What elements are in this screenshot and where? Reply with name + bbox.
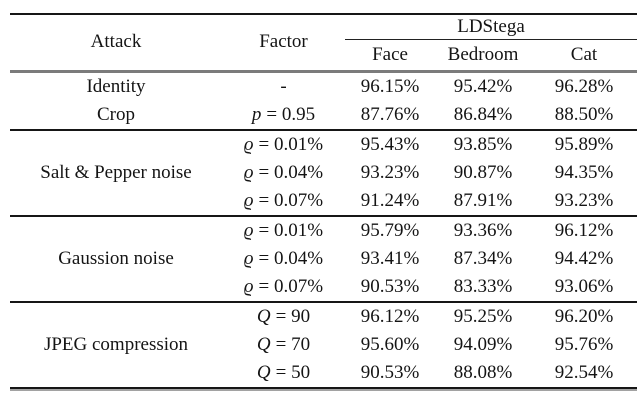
factor-symbol: ϱ xyxy=(243,133,254,155)
table-row: ϱ = 0.07% 90.53% 83.33% 93.06% xyxy=(10,273,637,302)
factor-value: = 70 xyxy=(275,333,311,355)
value-cell-face: 91.24% xyxy=(360,189,420,211)
value-cell-bedroom: 86.84% xyxy=(453,103,513,125)
factor-cell: ϱ = 0.04% xyxy=(222,159,345,187)
factor-symbol: ϱ xyxy=(243,161,254,183)
factor-cell: Q = 50 xyxy=(222,359,345,388)
factor-value: = 0.95 xyxy=(266,103,316,125)
value-cell-cat: 96.28% xyxy=(554,75,614,97)
value-cell-cat: 94.35% xyxy=(554,161,614,183)
factor-symbol: Q xyxy=(256,361,271,383)
attack-cell: Crop xyxy=(97,103,135,125)
value-cell-cat: 92.54% xyxy=(554,361,614,383)
factor-cell: - xyxy=(222,72,345,102)
value-cell-cat: 93.06% xyxy=(554,275,614,297)
value-cell-bedroom: 87.91% xyxy=(453,189,513,211)
factor-value: = 0.04% xyxy=(258,161,324,183)
factor-value: - xyxy=(280,75,287,97)
group-identity-crop: Identity - 96.15% 95.42% 96.28% Crop p = … xyxy=(10,72,637,131)
group-gaussion-noise: Gaussion noise ϱ = 0.01% 95.79% 93.36% 96… xyxy=(10,216,637,302)
group-salt-pepper-noise: Salt & Pepper noise ϱ = 0.01% 95.43% 93.8… xyxy=(10,130,637,216)
value-cell-face: 93.23% xyxy=(360,161,420,183)
value-cell-face: 95.43% xyxy=(360,133,420,155)
col-header-factor: Factor xyxy=(259,31,308,53)
value-cell-face: 90.53% xyxy=(360,361,420,383)
value-cell-face: 87.76% xyxy=(360,103,420,125)
value-cell-bedroom: 95.25% xyxy=(453,305,513,327)
value-cell-bedroom: 93.36% xyxy=(453,219,513,241)
factor-symbol: ϱ xyxy=(243,247,254,269)
factor-value: = 0.07% xyxy=(258,189,324,211)
table-row: ϱ = 0.04% 93.23% 90.87% 94.35% xyxy=(10,159,637,187)
factor-symbol: Q xyxy=(256,305,271,327)
table-row: Identity - 96.15% 95.42% 96.28% xyxy=(10,72,637,102)
table-header: Attack Factor LDStega Face Bedroom Cat xyxy=(10,14,637,72)
value-cell-cat: 95.89% xyxy=(554,133,614,155)
factor-symbol: ϱ xyxy=(243,219,254,241)
factor-symbol: Q xyxy=(256,333,271,355)
factor-cell: ϱ = 0.01% xyxy=(222,130,345,159)
col-header-bedroom: Bedroom xyxy=(447,43,519,65)
col-header-cat: Cat xyxy=(570,43,598,65)
table-row: Salt & Pepper noise ϱ = 0.01% 95.43% 93.8… xyxy=(10,130,637,183)
attack-cell: Gaussion noise xyxy=(58,247,174,269)
table-row: Crop p = 0.95 87.76% 86.84% 88.50% xyxy=(10,101,637,130)
group-jpeg-compression: JPEG compression Q = 90 96.12% 95.25% 96.… xyxy=(10,302,637,388)
factor-value: = 0.01% xyxy=(258,219,324,241)
table-row: Gaussion noise ϱ = 0.01% 95.79% 93.36% 96… xyxy=(10,216,637,269)
value-cell-bedroom: 88.08% xyxy=(453,361,513,383)
factor-cell: Q = 70 xyxy=(222,331,345,359)
col-header-face: Face xyxy=(372,43,408,65)
factor-cell: Q = 90 xyxy=(222,302,345,331)
value-cell-face: 95.60% xyxy=(360,333,420,355)
attack-cell: Identity xyxy=(86,75,146,97)
value-cell-cat: 96.12% xyxy=(554,219,614,241)
factor-value: = 50 xyxy=(275,361,311,383)
factor-cell: ϱ = 0.04% xyxy=(222,245,345,273)
table-row: Q = 50 90.53% 88.08% 92.54% xyxy=(10,359,637,388)
value-cell-face: 90.53% xyxy=(360,275,420,297)
value-cell-bedroom: 94.09% xyxy=(453,333,513,355)
factor-cell: ϱ = 0.01% xyxy=(222,216,345,245)
factor-cell: p = 0.95 xyxy=(222,101,345,130)
value-cell-face: 93.41% xyxy=(360,247,420,269)
table-row: Q = 70 95.60% 94.09% 95.76% xyxy=(10,331,637,359)
value-cell-face: 96.12% xyxy=(360,305,420,327)
factor-value: = 90 xyxy=(275,305,311,327)
attack-cell: JPEG compression xyxy=(43,333,189,355)
factor-value: = 0.07% xyxy=(258,275,324,297)
value-cell-cat: 93.23% xyxy=(554,189,614,211)
value-cell-bedroom: 83.33% xyxy=(453,275,513,297)
value-cell-face: 96.15% xyxy=(360,75,420,97)
factor-value: = 0.01% xyxy=(258,133,324,155)
factor-value: = 0.04% xyxy=(258,247,324,269)
value-cell-bedroom: 95.42% xyxy=(453,75,513,97)
table-wrapper: Attack Factor LDStega Face Bedroom Cat I… xyxy=(10,13,637,391)
table-row: ϱ = 0.07% 91.24% 87.91% 93.23% xyxy=(10,187,637,216)
value-cell-cat: 88.50% xyxy=(554,103,614,125)
value-cell-bedroom: 93.85% xyxy=(453,133,513,155)
factor-symbol: ϱ xyxy=(243,189,254,211)
value-cell-cat: 94.42% xyxy=(554,247,614,269)
value-cell-face: 95.79% xyxy=(360,219,420,241)
robustness-results-table: Attack Factor LDStega Face Bedroom Cat I… xyxy=(10,13,637,389)
table-row: JPEG compression Q = 90 96.12% 95.25% 96.… xyxy=(10,302,637,355)
factor-cell: ϱ = 0.07% xyxy=(222,273,345,302)
value-cell-bedroom: 90.87% xyxy=(453,161,513,183)
value-cell-bedroom: 87.34% xyxy=(453,247,513,269)
value-cell-cat: 95.76% xyxy=(554,333,614,355)
value-cell-cat: 96.20% xyxy=(554,305,614,327)
factor-symbol: ϱ xyxy=(243,275,254,297)
attack-cell: Salt & Pepper noise xyxy=(40,161,192,183)
col-header-attack: Attack xyxy=(90,31,142,53)
factor-cell: ϱ = 0.07% xyxy=(222,187,345,216)
method-header-ldstega: LDStega xyxy=(345,14,637,40)
table-row: ϱ = 0.04% 93.41% 87.34% 94.42% xyxy=(10,245,637,273)
factor-symbol: p xyxy=(251,103,262,125)
